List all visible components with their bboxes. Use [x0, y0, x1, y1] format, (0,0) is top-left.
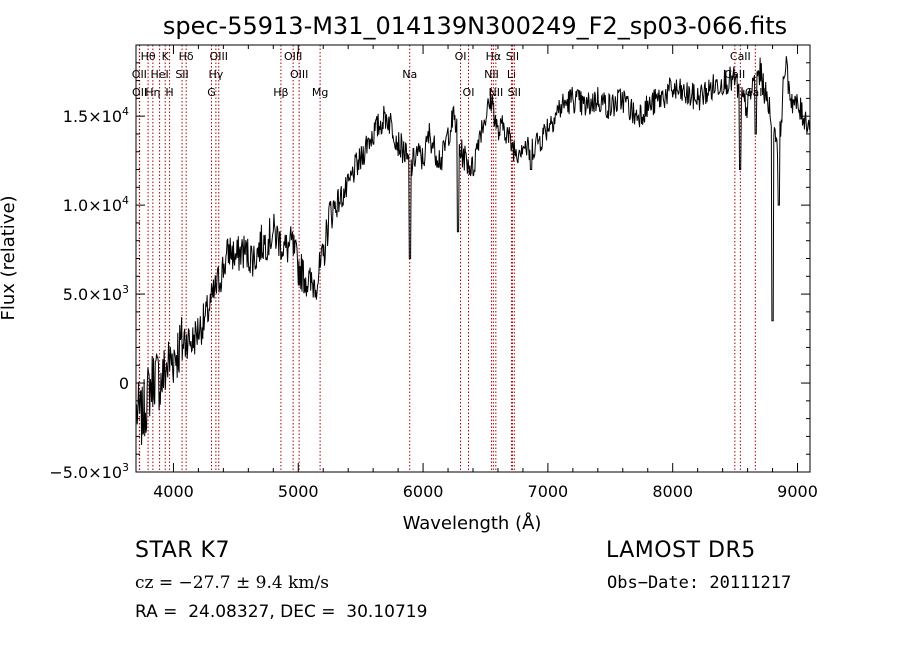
y-axis-label: Flux (relative) — [0, 195, 19, 320]
line-marker-label-11: G — [207, 86, 216, 99]
line-marker-label-25: CaII — [730, 50, 751, 63]
spectrum-series — [136, 56, 810, 446]
y-tick-label: 1.0×104 — [63, 194, 129, 215]
line-marker-label-4: HeI — [150, 68, 168, 81]
line-marker-label-5: Hη — [145, 86, 160, 99]
x-axis-label: Wavelength (Å) — [403, 512, 542, 534]
line-marker-label-19: Hα — [486, 50, 502, 63]
line-marker-label-23: Li — [507, 68, 516, 81]
spectrum-line — [136, 56, 810, 446]
x-tick-label: 7000 — [528, 482, 569, 501]
object-class: STAR K7 — [135, 538, 230, 563]
x-tick-label: 9000 — [777, 482, 818, 501]
line-marker-label-12: Hβ — [273, 86, 288, 99]
line-marker-label-13: OIII — [284, 50, 302, 63]
line-marker-label-15: Mg — [312, 86, 328, 99]
observation-date: Obs−Date: 20111217 — [607, 573, 792, 593]
line-marker-label-24: SII — [508, 86, 521, 99]
x-tick-label: 5000 — [278, 482, 319, 501]
y-tick-label: −5.0×103 — [49, 461, 129, 482]
y-tick-label: 5.0×103 — [63, 283, 129, 304]
line-marker-label-6: H — [165, 86, 173, 99]
redshift-velocity: cz = −27.7 ± 9.4 km/s — [135, 573, 329, 593]
line-marker-label-22: SII — [506, 50, 519, 63]
x-tick-label: 8000 — [652, 482, 693, 501]
line-marker-label-10: Hγ — [208, 68, 223, 81]
line-marker-label-8: SII — [175, 68, 188, 81]
y-tick-label: 0 — [119, 374, 129, 393]
line-marker-label-3: K — [162, 50, 170, 63]
line-marker-label-17: OI — [455, 50, 467, 63]
chart-title: spec-55913-M31_014139N300249_F2_sp03-066… — [163, 12, 787, 40]
x-tick-label: 4000 — [153, 482, 194, 501]
line-marker-label-16: Na — [402, 68, 417, 81]
line-marker-label-18: OI — [463, 86, 475, 99]
x-tick-label: 6000 — [403, 482, 444, 501]
line-marker-label-14: OIII — [290, 68, 308, 81]
line-marker-label-26: CaII — [724, 68, 745, 81]
sky-coordinates: RA = 24.08327, DEC = 30.10719 — [135, 602, 428, 622]
plot-frame — [135, 44, 811, 473]
line-marker-label-0: Hθ — [141, 50, 156, 63]
line-marker-label-7: Hδ — [179, 50, 194, 63]
survey-release: LAMOST DR5 — [606, 538, 756, 563]
line-marker-label-20: NII — [484, 68, 499, 81]
line-marker-label-9: OIII — [210, 50, 228, 63]
y-tick-label: 1.5×104 — [63, 105, 129, 126]
axes: 4000 5000 6000 7000 8000 9000 −5.0×103 0 5.0×103… — [49, 45, 818, 501]
